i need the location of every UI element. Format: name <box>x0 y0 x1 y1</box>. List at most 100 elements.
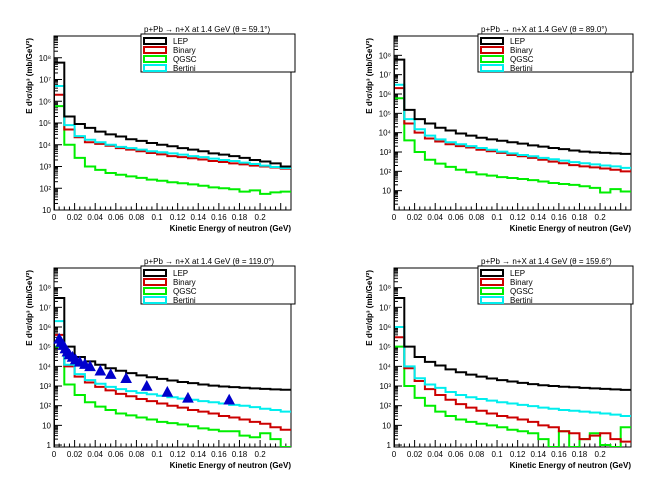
x-tick-label: 0.14 <box>190 450 206 459</box>
data-point-marker <box>223 393 236 405</box>
series-bertini-line <box>394 83 631 210</box>
x-tick-label: 0.18 <box>232 450 248 459</box>
legend-label-bertini: Bertini <box>173 296 196 305</box>
y-tick-label: 10⁶ <box>379 323 391 332</box>
data-point-marker <box>140 379 153 391</box>
legend-label-bertini: Bertini <box>173 64 196 73</box>
y-tick-label: 10³ <box>379 148 391 157</box>
x-tick-label: 0.12 <box>170 450 186 459</box>
y-tick-label: 10² <box>39 402 51 411</box>
y-tick-label: 10⁷ <box>379 303 391 312</box>
legend-swatch-bertini <box>480 64 504 72</box>
panel-title: p+Pb → n+X at 1.4 GeV (θ = 89.0°) <box>481 25 608 34</box>
y-tick-label: 10⁸ <box>39 54 51 63</box>
legend-swatch-qgsc <box>480 287 504 295</box>
series-bertini-line <box>54 85 291 210</box>
data-point-marker <box>94 364 107 376</box>
legend-swatch-qgsc <box>143 55 167 63</box>
y-tick-label: 10⁸ <box>379 51 391 60</box>
x-tick-label: 0 <box>392 450 397 459</box>
x-tick-label: 0.14 <box>530 450 546 459</box>
series-qgsc-line <box>394 97 631 210</box>
y-tick-label: 10³ <box>379 382 391 391</box>
legend-label-qgsc: QGSC <box>173 55 197 64</box>
y-tick-label: 10⁵ <box>379 343 391 352</box>
legend-label-binary: Binary <box>173 46 196 55</box>
x-tick-label: 0.06 <box>108 213 124 222</box>
x-tick-label: 0 <box>52 450 57 459</box>
data-point-marker <box>120 372 132 383</box>
series-bertini-line <box>394 326 631 447</box>
y-tick-label: 10⁵ <box>379 109 391 118</box>
x-tick-label: 0.16 <box>551 450 567 459</box>
x-tick-label: 0.08 <box>129 213 145 222</box>
legend-swatch-lep <box>480 37 504 45</box>
legend-label-binary: Binary <box>510 46 533 55</box>
series-binary-line <box>54 93 291 210</box>
x-tick-label: 0.14 <box>530 213 546 222</box>
y-tick-label: 10⁷ <box>39 303 51 312</box>
series-binary-line <box>54 333 291 447</box>
x-tick-label: 0 <box>52 213 57 222</box>
x-tick-label: 0.1 <box>491 213 503 222</box>
x-tick-label: 0.02 <box>67 450 83 459</box>
x-tick-label: 0.2 <box>595 213 607 222</box>
y-axis-label: E d³σ/dp³ (mb/GeV²) <box>25 270 34 346</box>
x-tick-label: 0.16 <box>551 213 567 222</box>
x-tick-label: 0.12 <box>170 213 186 222</box>
legend-swatch-bertini <box>480 296 504 304</box>
y-tick-label: 10³ <box>39 163 51 172</box>
y-tick-label: 10³ <box>39 382 51 391</box>
legend-swatch-bertini <box>143 64 167 72</box>
legend: p+Pb → n+X at 1.4 GeV (θ = 89.0°) LEPBina… <box>477 25 634 73</box>
y-tick-label: 10⁴ <box>379 129 392 138</box>
panel-title: p+Pb → n+X at 1.4 GeV (θ = 119.0°) <box>144 257 274 266</box>
x-tick-label: 0.12 <box>510 213 526 222</box>
data-point-marker <box>104 368 117 379</box>
legend-label-bertini: Bertini <box>510 296 533 305</box>
legend: p+Pb → n+X at 1.4 GeV (θ = 119.0°) LEPBin… <box>140 257 296 305</box>
y-tick-label: 10² <box>39 184 51 193</box>
x-tick-label: 0.12 <box>510 450 526 459</box>
x-tick-label: 0.1 <box>151 213 163 222</box>
x-axis-label: Kinetic Energy of neutron (GeV) <box>170 461 292 470</box>
x-axis-label: Kinetic Energy of neutron (GeV) <box>170 224 292 233</box>
y-tick-label: 10⁷ <box>379 71 391 80</box>
data-point-marker <box>161 385 174 397</box>
y-tick-label: 10⁶ <box>39 97 51 106</box>
y-axis-label: E d³σ/dp³ (mb/GeV²) <box>25 38 34 114</box>
x-tick-label: 0.2 <box>255 450 267 459</box>
panel-title: p+Pb → n+X at 1.4 GeV (θ = 59.1°) <box>144 25 271 34</box>
series-lep-line <box>394 296 631 447</box>
legend-swatch-binary <box>480 278 504 286</box>
x-tick-label: 0.16 <box>211 213 227 222</box>
x-tick-label: 0.04 <box>87 450 103 459</box>
series-bertini-line <box>54 320 291 447</box>
legend-label-binary: Binary <box>510 278 533 287</box>
y-tick-label: 10⁸ <box>379 284 391 293</box>
legend: p+Pb → n+X at 1.4 GeV (θ = 59.1°) LEPBina… <box>140 25 296 73</box>
x-tick-label: 0 <box>392 213 397 222</box>
y-tick-label: 10⁴ <box>39 141 52 150</box>
legend-label-qgsc: QGSC <box>510 287 534 296</box>
series-lep-line <box>394 58 631 210</box>
y-tick-label: 10 <box>382 421 391 430</box>
legend-swatch-binary <box>480 46 504 54</box>
x-axis-label: Kinetic Energy of neutron (GeV) <box>510 224 632 233</box>
x-tick-label: 0.02 <box>67 213 83 222</box>
series-binary-line <box>394 336 631 447</box>
legend-swatch-lep <box>143 37 167 45</box>
legend-swatch-qgsc <box>480 55 504 63</box>
x-tick-label: 0.16 <box>211 450 227 459</box>
panel-title: p+Pb → n+X at 1.4 GeV (θ = 159.6°) <box>481 257 612 266</box>
y-tick-label: 10 <box>42 421 51 430</box>
legend-label-lep: LEP <box>173 37 188 46</box>
x-tick-label: 0.02 <box>407 213 423 222</box>
x-tick-label: 0.08 <box>469 450 485 459</box>
legend-swatch-qgsc <box>143 287 167 295</box>
x-tick-label: 0.08 <box>129 450 145 459</box>
data-point-marker <box>182 391 194 403</box>
data-point-marker <box>84 360 96 372</box>
y-tick-label: 10⁴ <box>39 362 52 371</box>
